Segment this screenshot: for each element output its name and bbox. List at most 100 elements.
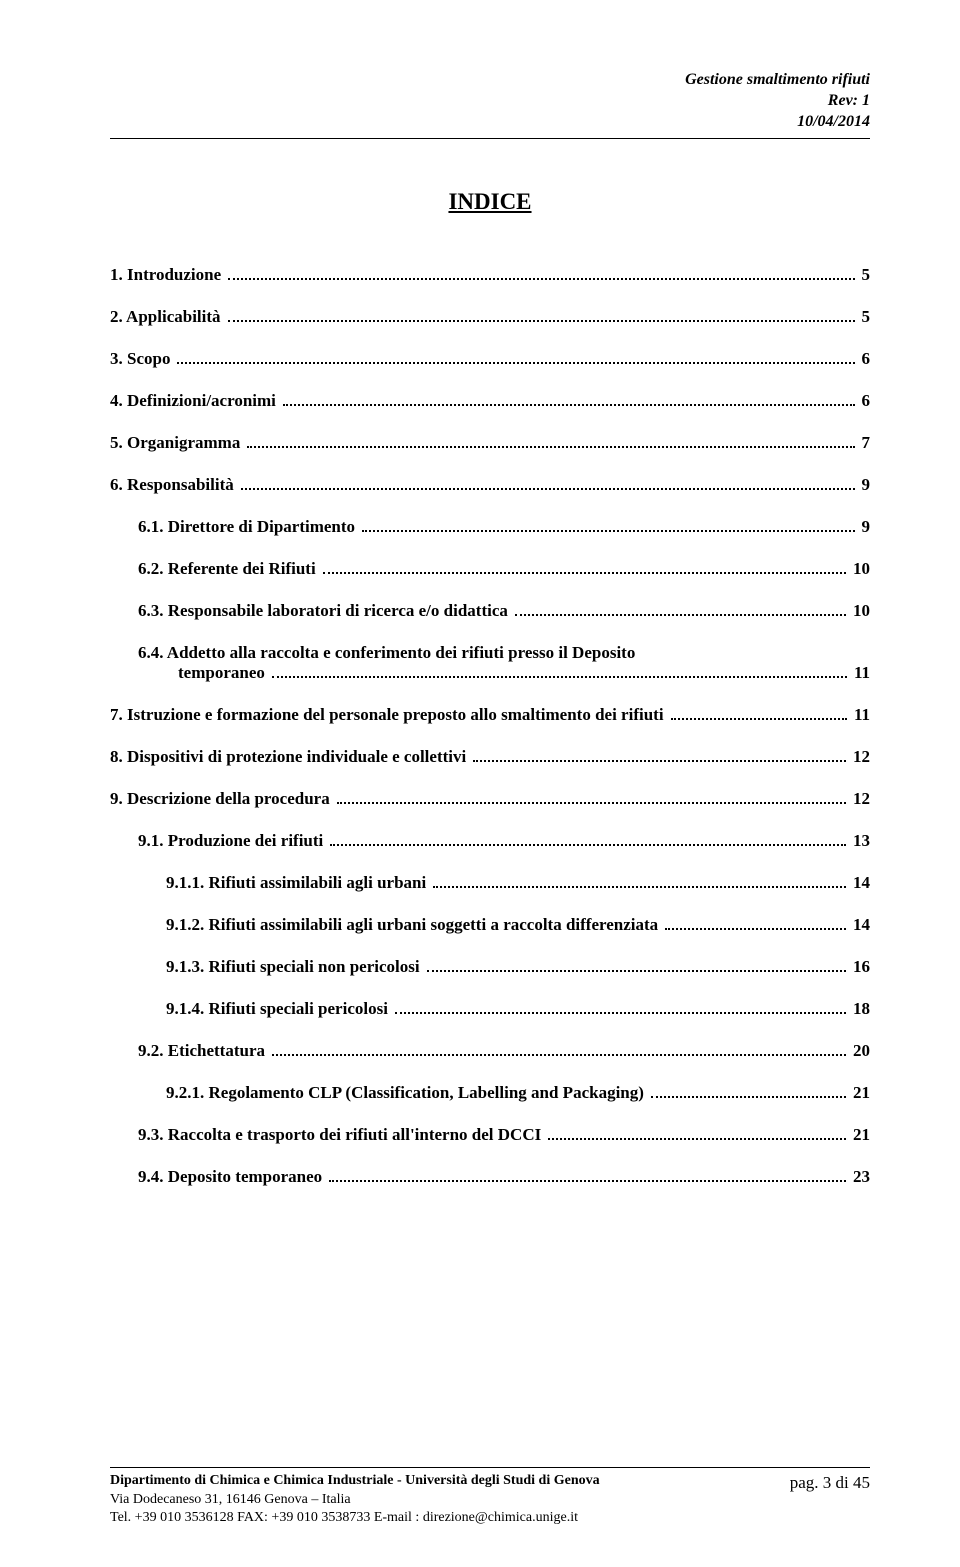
toc-page: 9: [858, 517, 871, 537]
toc-page: 23: [849, 1167, 870, 1187]
toc-label: 2. Applicabilità: [110, 307, 225, 327]
toc-entry: 2. Applicabilità 5: [110, 307, 870, 327]
toc-entry: 9.1.2. Rifiuti assimilabili agli urbani …: [166, 915, 870, 935]
toc-page: 14: [849, 873, 870, 893]
footer-address: Via Dodecaneso 31, 16146 Genova – Italia: [110, 1491, 600, 1509]
toc-label: 5. Organigramma: [110, 433, 244, 453]
toc-label: 6.3. Responsabile laboratori di ricerca …: [138, 601, 512, 621]
toc-page: 12: [849, 747, 870, 767]
toc-entry: 9.2.1. Regolamento CLP (Classification, …: [166, 1083, 870, 1103]
toc-label: 9.2.1. Regolamento CLP (Classification, …: [166, 1083, 648, 1103]
toc-entry: 8. Dispositivi di protezione individuale…: [110, 747, 870, 767]
toc-label: 7. Istruzione e formazione del personale…: [110, 705, 668, 725]
toc-entry: 9.4. Deposito temporaneo 23: [138, 1167, 870, 1187]
toc-entry: 6.3. Responsabile laboratori di ricerca …: [138, 601, 870, 621]
toc-page: 5: [858, 265, 871, 285]
toc-label: 9.1.2. Rifiuti assimilabili agli urbani …: [166, 915, 662, 935]
toc-leader-dots: [272, 1054, 846, 1056]
toc-page: 18: [849, 999, 870, 1019]
toc-label: 6.4. Addetto alla raccolta e conferiment…: [138, 643, 639, 663]
toc-page: 12: [849, 789, 870, 809]
header-revision: Rev: 1: [110, 91, 870, 112]
toc-entry: 4. Definizioni/acronimi 6: [110, 391, 870, 411]
toc-leader-dots: [548, 1138, 846, 1140]
toc-label: 6. Responsabilità: [110, 475, 238, 495]
toc-label: 9.1.4. Rifiuti speciali pericolosi: [166, 999, 392, 1019]
toc-leader-dots: [671, 718, 847, 720]
toc-page: 13: [849, 831, 870, 851]
toc-page: 6: [858, 349, 871, 369]
toc-leader-dots: [330, 844, 846, 846]
toc-leader-dots: [329, 1180, 846, 1182]
toc-entry: 9.1.4. Rifiuti speciali pericolosi 18: [166, 999, 870, 1019]
toc-leader-dots: [427, 970, 846, 972]
toc-label: 4. Definizioni/acronimi: [110, 391, 280, 411]
toc-leader-dots: [228, 278, 854, 280]
toc-label: 9. Descrizione della procedura: [110, 789, 334, 809]
toc-leader-dots: [283, 404, 855, 406]
toc-label: temporaneo: [178, 663, 269, 683]
toc-page: 6: [858, 391, 871, 411]
toc-leader-dots: [515, 614, 846, 616]
footer-contact: Tel. +39 010 3536128 FAX: +39 010 353873…: [110, 1509, 600, 1527]
toc-leader-dots: [177, 362, 854, 364]
toc-label: 9.1.1. Rifiuti assimilabili agli urbani: [166, 873, 430, 893]
footer-left: Dipartimento di Chimica e Chimica Indust…: [110, 1472, 600, 1527]
toc-entry: 9. Descrizione della procedura 12: [110, 789, 870, 809]
toc-entry: 5. Organigramma7: [110, 433, 870, 453]
toc-leader-dots: [665, 928, 846, 930]
toc-label: 9.4. Deposito temporaneo: [138, 1167, 326, 1187]
header-date: 10/04/2014: [110, 112, 870, 133]
table-of-contents: 1. Introduzione 5 2. Applicabilità 5 3. Scop…: [110, 265, 870, 1187]
toc-label: 8. Dispositivi di protezione individuale…: [110, 747, 470, 767]
toc-entry: 6.1. Direttore di Dipartimento 9: [138, 517, 870, 537]
page-header: Gestione smaltimento rifiuti Rev: 1 10/0…: [110, 70, 870, 132]
toc-leader-dots: [473, 760, 846, 762]
toc-page: 11: [850, 705, 870, 725]
toc-entry: 9.1.3. Rifiuti speciali non pericolosi16: [166, 957, 870, 977]
toc-entry: 6.4. Addetto alla raccolta e conferiment…: [138, 643, 870, 683]
toc-leader-dots: [433, 886, 846, 888]
toc-leader-dots: [651, 1096, 846, 1098]
toc-label: 9.3. Raccolta e trasporto dei rifiuti al…: [138, 1125, 545, 1145]
toc-page: 10: [849, 559, 870, 579]
toc-page: 21: [849, 1125, 870, 1145]
toc-page: 9: [858, 475, 871, 495]
header-rule: [110, 138, 870, 139]
toc-entry: 9.2. Etichettatura 20: [138, 1041, 870, 1061]
toc-leader-dots: [228, 320, 855, 322]
footer-page-number: pag. 3 di 45: [790, 1472, 870, 1494]
toc-page: 21: [849, 1083, 870, 1103]
toc-leader-dots: [272, 676, 847, 678]
toc-entry: 6.2. Referente dei Rifiuti 10: [138, 559, 870, 579]
toc-label: 6.1. Direttore di Dipartimento: [138, 517, 359, 537]
toc-entry: 9.1.1. Rifiuti assimilabili agli urbani 1…: [166, 873, 870, 893]
toc-entry: 7. Istruzione e formazione del personale…: [110, 705, 870, 725]
toc-page: 10: [849, 601, 870, 621]
toc-page: 5: [858, 307, 871, 327]
toc-label: 9.1.3. Rifiuti speciali non pericolosi: [166, 957, 424, 977]
toc-page: 14: [849, 915, 870, 935]
toc-leader-dots: [247, 446, 854, 448]
toc-entry: 1. Introduzione 5: [110, 265, 870, 285]
toc-entry: 9.3. Raccolta e trasporto dei rifiuti al…: [138, 1125, 870, 1145]
toc-page: 11: [850, 663, 870, 683]
toc-leader-dots: [241, 488, 855, 490]
toc-label: 3. Scopo: [110, 349, 174, 369]
header-doc-title: Gestione smaltimento rifiuti: [110, 70, 870, 91]
toc-label: 9.1. Produzione dei rifiuti: [138, 831, 327, 851]
toc-entry: 3. Scopo 6: [110, 349, 870, 369]
footer-rule: [110, 1467, 870, 1468]
toc-label: 6.2. Referente dei Rifiuti: [138, 559, 320, 579]
toc-label: 1. Introduzione: [110, 265, 225, 285]
toc-leader-dots: [395, 1012, 846, 1014]
toc-label: 9.2. Etichettatura: [138, 1041, 269, 1061]
toc-leader-dots: [362, 530, 854, 532]
page-title: INDICE: [110, 189, 870, 215]
page-footer: Dipartimento di Chimica e Chimica Indust…: [110, 1467, 870, 1527]
toc-entry: 9.1. Produzione dei rifiuti 13: [138, 831, 870, 851]
toc-page: 20: [849, 1041, 870, 1061]
footer-dept: Dipartimento di Chimica e Chimica Indust…: [110, 1473, 600, 1488]
toc-entry: 6. Responsabilità 9: [110, 475, 870, 495]
toc-leader-dots: [337, 802, 846, 804]
